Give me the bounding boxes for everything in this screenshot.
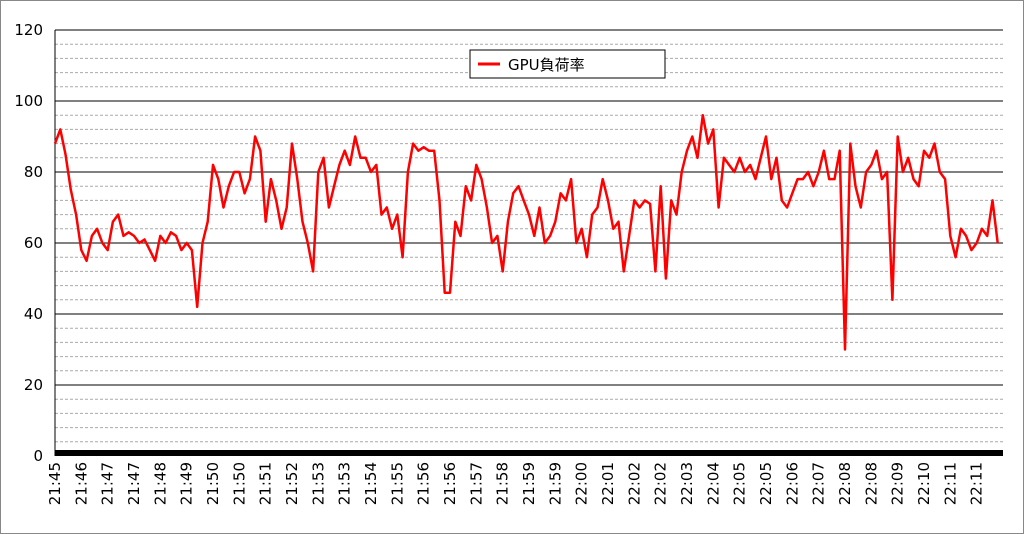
x-tick-label: 21:45 xyxy=(46,462,64,505)
x-tick-label: 22:02 xyxy=(625,462,643,505)
x-tick-label: 21:53 xyxy=(336,462,354,505)
x-tick-label: 22:01 xyxy=(599,462,617,505)
x-tick-label: 21:58 xyxy=(494,462,512,505)
x-tick-label: 22:06 xyxy=(783,462,801,505)
x-tick-label: 21:56 xyxy=(415,462,433,505)
x-tick-label: 21:46 xyxy=(72,462,90,505)
x-tick-label: 21:47 xyxy=(125,462,143,505)
y-tick-label: 0 xyxy=(33,447,43,465)
legend: GPU負荷率 xyxy=(469,49,666,79)
x-tick-label: 21:56 xyxy=(441,462,459,505)
x-tick-label: 22:07 xyxy=(810,462,828,505)
x-tick-label: 22:00 xyxy=(573,462,591,505)
x-tick-label: 22:04 xyxy=(704,462,722,505)
data-line xyxy=(53,113,999,351)
x-tick-label: 21:57 xyxy=(467,462,485,505)
y-tick-label: 80 xyxy=(24,163,43,181)
x-tick-label: 22:08 xyxy=(862,462,880,505)
x-tick-label: 21:59 xyxy=(520,462,538,505)
x-axis xyxy=(55,450,1003,456)
x-tick-label: 21:51 xyxy=(257,462,275,505)
x-tick-label: 22:02 xyxy=(652,462,670,505)
x-tick-label: 22:05 xyxy=(731,462,749,505)
y-tick-label: 60 xyxy=(24,234,43,252)
x-tick-label: 21:49 xyxy=(178,462,196,505)
x-tick-label: 21:50 xyxy=(230,462,248,505)
y-tick-label: 120 xyxy=(14,21,43,39)
x-tick-label: 22:09 xyxy=(889,462,907,505)
x-tick-label: 21:54 xyxy=(362,462,380,505)
x-tick-label: 22:03 xyxy=(678,462,696,505)
x-tick-label: 22:11 xyxy=(941,462,959,505)
x-tick-label: 22:10 xyxy=(915,462,933,505)
y-tick-label: 20 xyxy=(24,376,43,394)
x-tick-label: 21:50 xyxy=(204,462,222,505)
y-tick-label: 100 xyxy=(14,92,43,110)
x-tick-label: 22:11 xyxy=(968,462,986,505)
x-tick-label: 21:55 xyxy=(388,462,406,505)
x-tick-label: 21:59 xyxy=(546,462,564,505)
x-tick-label: 21:53 xyxy=(309,462,327,505)
x-tick-label: 22:08 xyxy=(836,462,854,505)
x-tick-label: 21:47 xyxy=(99,462,117,505)
x-tick-label: 22:05 xyxy=(757,462,775,505)
plot xyxy=(53,113,999,351)
x-tick-label: 21:52 xyxy=(283,462,301,505)
legend-box xyxy=(469,49,666,79)
y-tick-label: 40 xyxy=(24,305,43,323)
legend-label: GPU負荷率 xyxy=(508,56,585,74)
x-tick-label: 21:48 xyxy=(151,462,169,505)
